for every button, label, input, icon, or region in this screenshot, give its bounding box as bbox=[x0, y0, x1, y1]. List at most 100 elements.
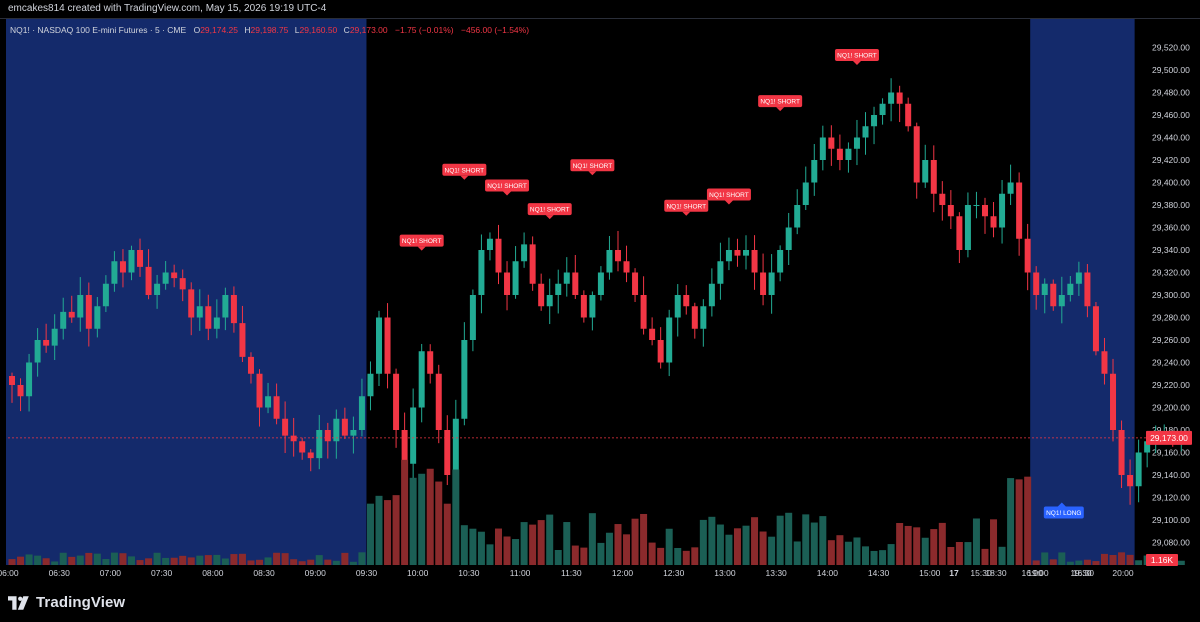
volume-bar bbox=[674, 547, 682, 565]
signal-text: NQ1! SHORT bbox=[487, 183, 527, 190]
x-tick-label: 08:00 bbox=[202, 568, 224, 578]
x-tick-label: 15:00 bbox=[919, 568, 941, 578]
x-tick-label: 15:30 bbox=[970, 568, 992, 578]
candle-body bbox=[1016, 182, 1023, 239]
candle-body bbox=[1050, 283, 1057, 307]
candle-body bbox=[1135, 452, 1142, 487]
x-tick-label: 11:00 bbox=[510, 568, 531, 578]
candle-body bbox=[188, 289, 195, 318]
volume-bar bbox=[691, 547, 699, 565]
volume-bar bbox=[349, 561, 357, 565]
long-signal-label: NQ1! LONG bbox=[1043, 502, 1084, 519]
x-tick-label: 16:00 bbox=[1022, 568, 1044, 578]
short-signal-label: NQ1! SHORT bbox=[570, 159, 615, 176]
candle-body bbox=[905, 103, 912, 127]
candle-body bbox=[401, 430, 408, 464]
volume-badge: 1.16K bbox=[1146, 554, 1178, 566]
signal-text: NQ1! SHORT bbox=[445, 167, 485, 174]
short-signal-label: NQ1! SHORT bbox=[442, 163, 487, 180]
candlestick-chart[interactable]: 29,080.00 29,100.00 29,120.00 29,140.00 29,1… bbox=[0, 19, 1200, 583]
x-tick-label: 11:30 bbox=[561, 568, 582, 578]
volume-bar bbox=[136, 560, 144, 565]
volume-bar bbox=[947, 546, 955, 565]
legend-change: −1.75 (−0.01%) bbox=[395, 25, 454, 35]
volume-bar bbox=[469, 528, 477, 565]
candle-body bbox=[179, 278, 186, 290]
volume-bar bbox=[768, 536, 776, 565]
y-tick-label: 29,100.00 bbox=[1152, 515, 1190, 525]
volume-bar bbox=[153, 552, 161, 565]
candle-body bbox=[1144, 441, 1151, 453]
candle-body bbox=[913, 126, 920, 183]
volume-bar bbox=[315, 555, 323, 565]
candle-body bbox=[102, 283, 109, 307]
volume-bar bbox=[1058, 552, 1066, 565]
candle-body bbox=[546, 295, 553, 307]
x-tick-label: 19:30 bbox=[1070, 568, 1092, 578]
candle-body bbox=[674, 295, 681, 318]
y-tick-label: 29,260.00 bbox=[1152, 335, 1190, 345]
top-bar: emcakes814 created with TradingView.com,… bbox=[0, 0, 1200, 18]
volume-bar bbox=[179, 555, 187, 565]
candle-body bbox=[1084, 272, 1091, 307]
candle-body bbox=[1092, 306, 1099, 352]
signal-pointer bbox=[682, 211, 691, 216]
candle-body bbox=[657, 340, 664, 363]
y-tick-label: 29,460.00 bbox=[1152, 110, 1190, 120]
signal-pointer bbox=[503, 191, 512, 196]
candle-body bbox=[350, 430, 357, 436]
candle-body bbox=[239, 323, 246, 357]
candle-body bbox=[922, 160, 929, 183]
tradingview-logo[interactable]: TradingView bbox=[8, 594, 125, 611]
volume-bar bbox=[870, 550, 878, 565]
y-tick-label: 29,320.00 bbox=[1152, 268, 1190, 278]
candle-body bbox=[205, 306, 212, 329]
candle-body bbox=[34, 340, 41, 363]
volume-bar bbox=[256, 559, 264, 565]
candle-body bbox=[597, 272, 604, 295]
candle-body bbox=[700, 306, 707, 329]
volume-bar bbox=[614, 524, 622, 565]
candle-body bbox=[802, 182, 809, 205]
volume-bar bbox=[580, 547, 588, 565]
volume-bar bbox=[127, 556, 135, 565]
signal-badge-bg bbox=[664, 199, 709, 212]
legend-close-label: C bbox=[343, 25, 350, 35]
volume-bar bbox=[1075, 560, 1083, 565]
volume-bar bbox=[605, 532, 613, 565]
candle-body bbox=[614, 250, 621, 262]
candle-body bbox=[1041, 283, 1048, 295]
volume-bar bbox=[827, 540, 835, 565]
x-tick-label: 13:00 bbox=[714, 568, 736, 578]
signal-badge-bg bbox=[834, 49, 879, 61]
volume-bar bbox=[119, 553, 127, 565]
y-tick-label: 29,400.00 bbox=[1152, 178, 1190, 188]
candle-body bbox=[1101, 351, 1108, 374]
candle-body bbox=[785, 227, 792, 250]
candle-body bbox=[862, 126, 869, 138]
x-tick-label: 06:30 bbox=[49, 568, 71, 578]
candle-body bbox=[836, 148, 843, 160]
volume-bar bbox=[904, 525, 912, 565]
signal-text: NQ1! SHORT bbox=[402, 238, 442, 245]
y-tick-label: 29,160.00 bbox=[1152, 448, 1190, 458]
volume-bar bbox=[998, 546, 1006, 565]
x-tick-label: 16:30 bbox=[1073, 568, 1095, 578]
volume-bar bbox=[623, 534, 631, 565]
volume-bar bbox=[332, 560, 340, 565]
candle-body bbox=[154, 283, 161, 295]
volume-bar bbox=[972, 518, 980, 565]
last-price-label: 29,173.00 bbox=[1150, 433, 1188, 443]
chart-frame[interactable]: 29,080.00 29,100.00 29,120.00 29,140.00 29,1… bbox=[0, 18, 1200, 583]
candle-body bbox=[60, 311, 67, 329]
short-signal-label: NQ1! SHORT bbox=[664, 199, 709, 216]
candle-body bbox=[717, 261, 724, 284]
volume-bar bbox=[802, 514, 810, 565]
candle-body bbox=[743, 250, 750, 256]
volume-bar bbox=[631, 518, 639, 565]
volume-bar bbox=[110, 552, 118, 565]
volume-bar bbox=[708, 516, 716, 565]
candle-body bbox=[649, 328, 656, 340]
volume-bar bbox=[307, 559, 315, 565]
volume-bar bbox=[68, 556, 76, 565]
